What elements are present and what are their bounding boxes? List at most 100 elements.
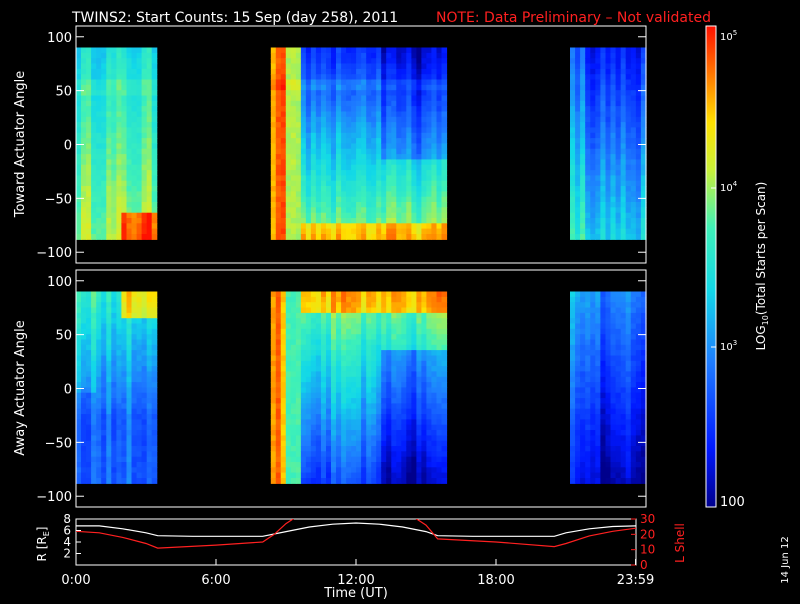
heatmap-cell — [620, 127, 627, 134]
heatmap-cell — [141, 148, 148, 155]
heatmap-cell — [101, 106, 107, 112]
heatmap-cell — [610, 472, 617, 479]
heatmap-cell — [116, 191, 122, 198]
heatmap-cell — [300, 74, 307, 81]
heatmap-cell — [640, 344, 647, 351]
heatmap-cell — [151, 302, 158, 309]
heatmap-cell — [341, 382, 347, 388]
heatmap-cell — [416, 440, 422, 447]
heatmap-cell — [275, 339, 282, 346]
heatmap-cell — [86, 159, 92, 166]
heatmap-cell — [640, 451, 647, 458]
heatmap-cell — [116, 462, 122, 468]
heatmap-cell — [136, 312, 143, 319]
heatmap-cell — [396, 132, 402, 139]
heatmap-cell — [605, 116, 612, 123]
heatmap-cell — [635, 408, 642, 415]
heatmap-cell — [310, 419, 317, 426]
heatmap-cell — [426, 344, 432, 351]
heatmap-cell — [396, 392, 402, 399]
heatmap-cell — [280, 116, 287, 123]
heatmap-cell — [406, 170, 412, 176]
heatmap-cell — [141, 328, 148, 335]
heatmap-cell — [406, 478, 412, 484]
heatmap-cell — [341, 90, 347, 97]
heatmap-cell — [401, 154, 407, 160]
heatmap-cell — [351, 392, 357, 399]
heatmap-cell — [106, 122, 112, 128]
heatmap-cell — [86, 47, 92, 54]
heatmap-cell — [290, 122, 297, 128]
heatmap-cell — [441, 392, 448, 399]
heatmap-cell — [615, 202, 622, 208]
heatmap-cell — [310, 387, 317, 394]
heatmap-cell — [376, 106, 382, 112]
heatmap-cell — [630, 291, 637, 298]
heatmap-cell — [321, 382, 327, 388]
heatmap-cell — [585, 79, 591, 86]
heatmap-cell — [336, 350, 342, 356]
heatmap-cell — [620, 228, 627, 235]
heatmap-cell — [411, 334, 417, 341]
heatmap-cell — [590, 291, 596, 298]
heatmap-cell — [411, 143, 417, 150]
heatmap-cell — [76, 148, 82, 155]
heatmap-cell — [575, 398, 581, 404]
heatmap-cell — [275, 191, 282, 198]
heatmap-cell — [620, 307, 627, 314]
heatmap-cell — [136, 424, 143, 431]
heatmap-cell — [331, 52, 337, 59]
heatmap-cell — [346, 138, 352, 144]
heatmap-cell — [116, 408, 122, 415]
heatmap-cell — [280, 382, 287, 388]
heatmap-cell — [96, 143, 102, 150]
heatmap-cell — [101, 63, 107, 70]
heatmap-cell — [356, 366, 362, 372]
heatmap-cell — [295, 58, 302, 65]
heatmap-cell — [91, 74, 97, 81]
heatmap-cell — [146, 148, 153, 155]
heatmap-cell — [76, 234, 82, 240]
heatmap-cell — [635, 403, 642, 410]
heatmap-cell — [126, 430, 133, 436]
heatmap-cell — [111, 440, 117, 447]
heatmap-cell — [640, 106, 647, 112]
heatmap-cell — [111, 435, 117, 442]
heatmap-cell — [76, 376, 82, 383]
heatmap-cell — [426, 472, 432, 479]
heatmap-cell — [295, 344, 302, 351]
heatmap-cell — [346, 180, 352, 187]
heatmap-cell — [391, 234, 397, 240]
heatmap-cell — [366, 419, 372, 426]
heatmap-cell — [351, 148, 357, 155]
heatmap-cell — [106, 84, 112, 91]
heatmap-cell — [605, 170, 612, 176]
heatmap-cell — [126, 63, 133, 70]
heatmap-cell — [406, 122, 412, 128]
heatmap-cell — [326, 403, 332, 410]
heatmap-cell — [396, 218, 402, 224]
heatmap-cell — [640, 196, 647, 203]
heatmap-cell — [620, 143, 627, 150]
heatmap-cell — [290, 143, 297, 150]
heatmap-cell — [376, 446, 382, 452]
heatmap-cell — [356, 446, 362, 452]
heatmap-cell — [575, 234, 581, 240]
heatmap-cell — [605, 164, 612, 171]
heatmap-cell — [305, 392, 312, 399]
heatmap-cell — [136, 180, 143, 187]
heatmap-cell — [275, 360, 282, 367]
heatmap-cell — [585, 387, 591, 394]
heatmap-cell — [630, 74, 637, 81]
heatmap-cell — [386, 376, 392, 383]
heatmap-cell — [421, 371, 427, 378]
heatmap-cell — [341, 478, 347, 484]
heatmap-cell — [270, 467, 277, 474]
heatmap-cell — [305, 106, 312, 112]
heatmap-cell — [436, 355, 443, 362]
heatmap-cell — [285, 344, 292, 351]
heatmap-cell — [116, 164, 122, 171]
heatmap-cell — [121, 79, 127, 86]
heatmap-cell — [86, 207, 92, 214]
heatmap-cell — [285, 79, 292, 86]
